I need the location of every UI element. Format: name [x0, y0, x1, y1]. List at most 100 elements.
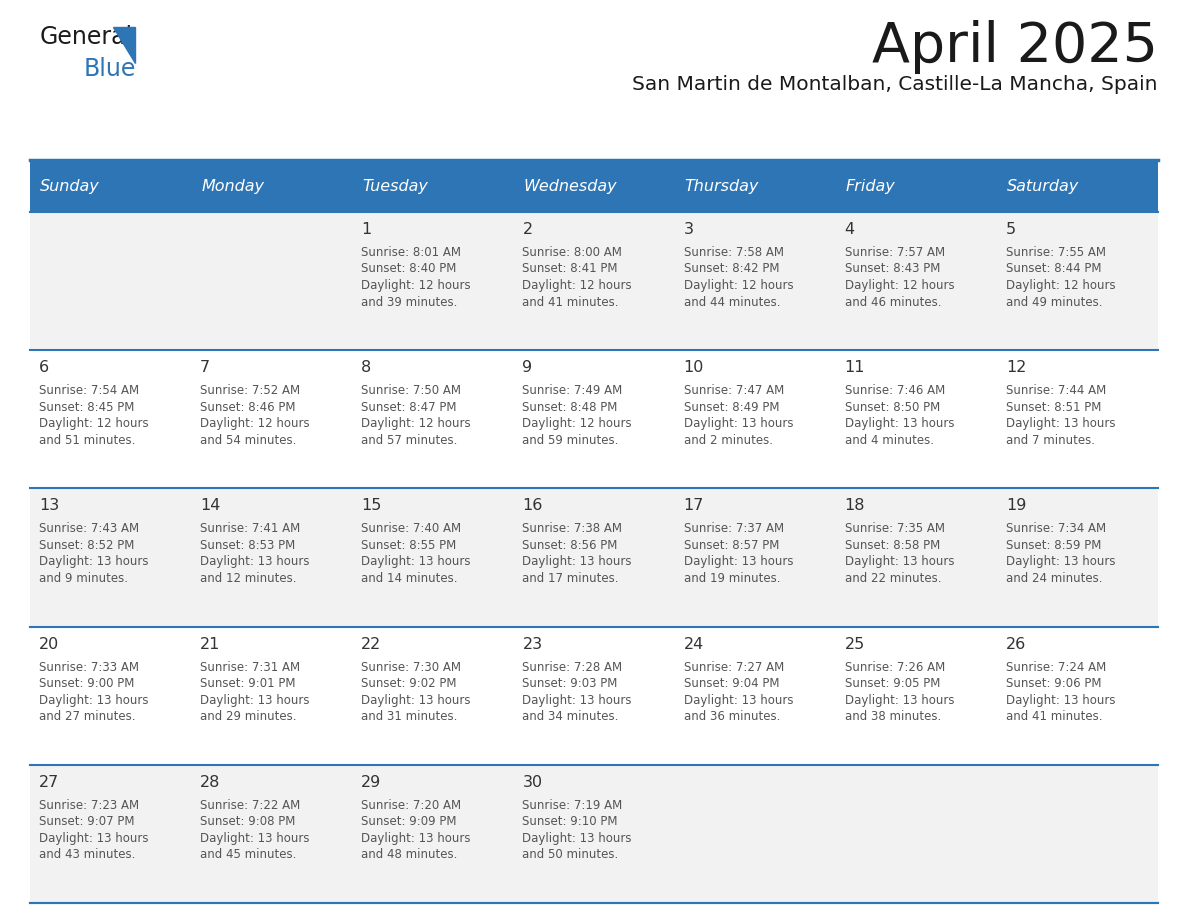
Text: 18: 18 [845, 498, 865, 513]
Text: 17: 17 [683, 498, 704, 513]
Text: Daylight: 13 hours: Daylight: 13 hours [39, 694, 148, 707]
Text: Sunset: 8:43 PM: Sunset: 8:43 PM [845, 263, 940, 275]
Text: Daylight: 13 hours: Daylight: 13 hours [200, 555, 310, 568]
Text: Sunset: 8:49 PM: Sunset: 8:49 PM [683, 400, 779, 414]
Text: and 41 minutes.: and 41 minutes. [1006, 711, 1102, 723]
Text: Daylight: 12 hours: Daylight: 12 hours [523, 279, 632, 292]
Text: General: General [40, 25, 133, 49]
Text: Daylight: 13 hours: Daylight: 13 hours [523, 832, 632, 845]
Text: Daylight: 13 hours: Daylight: 13 hours [845, 555, 954, 568]
Text: 13: 13 [39, 498, 59, 513]
Text: 24: 24 [683, 636, 703, 652]
Text: Sunset: 9:10 PM: Sunset: 9:10 PM [523, 815, 618, 828]
Text: Daylight: 13 hours: Daylight: 13 hours [683, 694, 794, 707]
Text: Tuesday: Tuesday [362, 178, 428, 194]
Text: Sunset: 8:44 PM: Sunset: 8:44 PM [1006, 263, 1101, 275]
Text: Sunset: 9:04 PM: Sunset: 9:04 PM [683, 677, 779, 690]
Text: 20: 20 [39, 636, 59, 652]
Text: Sunset: 9:08 PM: Sunset: 9:08 PM [200, 815, 296, 828]
Text: Sunset: 8:40 PM: Sunset: 8:40 PM [361, 263, 456, 275]
Text: Sunset: 9:07 PM: Sunset: 9:07 PM [39, 815, 134, 828]
Text: and 22 minutes.: and 22 minutes. [845, 572, 941, 585]
Text: Sunrise: 7:35 AM: Sunrise: 7:35 AM [845, 522, 944, 535]
Text: Sunset: 8:48 PM: Sunset: 8:48 PM [523, 400, 618, 414]
Text: Sunrise: 7:22 AM: Sunrise: 7:22 AM [200, 799, 301, 812]
Text: and 38 minutes.: and 38 minutes. [845, 711, 941, 723]
Text: Monday: Monday [201, 178, 264, 194]
Text: and 27 minutes.: and 27 minutes. [39, 711, 135, 723]
Text: Wednesday: Wednesday [524, 178, 617, 194]
Text: Sunset: 9:09 PM: Sunset: 9:09 PM [361, 815, 456, 828]
Text: 5: 5 [1006, 222, 1016, 237]
Text: Sunrise: 7:23 AM: Sunrise: 7:23 AM [39, 799, 139, 812]
Text: Sunrise: 7:37 AM: Sunrise: 7:37 AM [683, 522, 784, 535]
Text: 22: 22 [361, 636, 381, 652]
Text: Daylight: 12 hours: Daylight: 12 hours [523, 417, 632, 431]
Text: and 51 minutes.: and 51 minutes. [39, 433, 135, 447]
Text: and 36 minutes.: and 36 minutes. [683, 711, 781, 723]
Text: Sunset: 8:50 PM: Sunset: 8:50 PM [845, 400, 940, 414]
Text: Sunrise: 7:19 AM: Sunrise: 7:19 AM [523, 799, 623, 812]
Text: 29: 29 [361, 775, 381, 789]
Text: Sunrise: 7:44 AM: Sunrise: 7:44 AM [1006, 385, 1106, 397]
Text: 25: 25 [845, 636, 865, 652]
Text: 23: 23 [523, 636, 543, 652]
Text: and 4 minutes.: and 4 minutes. [845, 433, 934, 447]
Text: Sunset: 8:55 PM: Sunset: 8:55 PM [361, 539, 456, 552]
Text: Sunrise: 7:24 AM: Sunrise: 7:24 AM [1006, 661, 1106, 674]
Text: Daylight: 12 hours: Daylight: 12 hours [683, 279, 794, 292]
Text: Sunset: 8:47 PM: Sunset: 8:47 PM [361, 400, 456, 414]
Text: and 45 minutes.: and 45 minutes. [200, 848, 297, 861]
Text: Sunset: 9:05 PM: Sunset: 9:05 PM [845, 677, 940, 690]
Text: Daylight: 13 hours: Daylight: 13 hours [39, 832, 148, 845]
Text: Sunrise: 8:01 AM: Sunrise: 8:01 AM [361, 246, 461, 259]
Text: Daylight: 12 hours: Daylight: 12 hours [845, 279, 954, 292]
Text: Sunrise: 7:30 AM: Sunrise: 7:30 AM [361, 661, 461, 674]
Text: Sunset: 8:46 PM: Sunset: 8:46 PM [200, 400, 296, 414]
Text: Sunset: 9:03 PM: Sunset: 9:03 PM [523, 677, 618, 690]
Text: Daylight: 12 hours: Daylight: 12 hours [361, 279, 470, 292]
Text: Daylight: 13 hours: Daylight: 13 hours [39, 555, 148, 568]
Text: Sunrise: 7:26 AM: Sunrise: 7:26 AM [845, 661, 944, 674]
Bar [30, 350, 1158, 488]
Bar [513, 160, 675, 212]
Text: and 2 minutes.: and 2 minutes. [683, 433, 772, 447]
Text: Sunrise: 7:28 AM: Sunrise: 7:28 AM [523, 661, 623, 674]
Text: Daylight: 12 hours: Daylight: 12 hours [200, 417, 310, 431]
Text: Saturday: Saturday [1007, 178, 1079, 194]
Text: and 34 minutes.: and 34 minutes. [523, 711, 619, 723]
Text: Sunset: 8:52 PM: Sunset: 8:52 PM [39, 539, 134, 552]
Text: 14: 14 [200, 498, 221, 513]
Text: 30: 30 [523, 775, 543, 789]
Text: Sunrise: 7:54 AM: Sunrise: 7:54 AM [39, 385, 139, 397]
Text: 26: 26 [1006, 636, 1026, 652]
Text: Sunrise: 7:31 AM: Sunrise: 7:31 AM [200, 661, 301, 674]
Text: Daylight: 13 hours: Daylight: 13 hours [1006, 555, 1116, 568]
Text: 11: 11 [845, 360, 865, 375]
Text: and 43 minutes.: and 43 minutes. [39, 848, 135, 861]
Text: 28: 28 [200, 775, 221, 789]
Text: Sunset: 8:42 PM: Sunset: 8:42 PM [683, 263, 779, 275]
Text: April 2025: April 2025 [872, 20, 1158, 74]
Text: Blue: Blue [84, 57, 137, 81]
Text: Friday: Friday [846, 178, 896, 194]
Text: Sunrise: 7:57 AM: Sunrise: 7:57 AM [845, 246, 944, 259]
Text: Sunset: 8:56 PM: Sunset: 8:56 PM [523, 539, 618, 552]
Text: 2: 2 [523, 222, 532, 237]
Text: and 39 minutes.: and 39 minutes. [361, 296, 457, 308]
Text: Sunset: 8:41 PM: Sunset: 8:41 PM [523, 263, 618, 275]
Text: Sunrise: 7:58 AM: Sunrise: 7:58 AM [683, 246, 784, 259]
Text: Sunrise: 7:55 AM: Sunrise: 7:55 AM [1006, 246, 1106, 259]
Text: Sunrise: 7:41 AM: Sunrise: 7:41 AM [200, 522, 301, 535]
Text: Daylight: 13 hours: Daylight: 13 hours [361, 832, 470, 845]
Bar [30, 212, 1158, 350]
Text: Daylight: 13 hours: Daylight: 13 hours [1006, 417, 1116, 431]
Text: Daylight: 12 hours: Daylight: 12 hours [39, 417, 148, 431]
Text: Sunrise: 7:33 AM: Sunrise: 7:33 AM [39, 661, 139, 674]
Text: 8: 8 [361, 360, 372, 375]
Text: Daylight: 13 hours: Daylight: 13 hours [683, 555, 794, 568]
Text: and 49 minutes.: and 49 minutes. [1006, 296, 1102, 308]
Text: Sunset: 8:53 PM: Sunset: 8:53 PM [200, 539, 296, 552]
Text: and 41 minutes.: and 41 minutes. [523, 296, 619, 308]
Text: Sunrise: 7:49 AM: Sunrise: 7:49 AM [523, 385, 623, 397]
